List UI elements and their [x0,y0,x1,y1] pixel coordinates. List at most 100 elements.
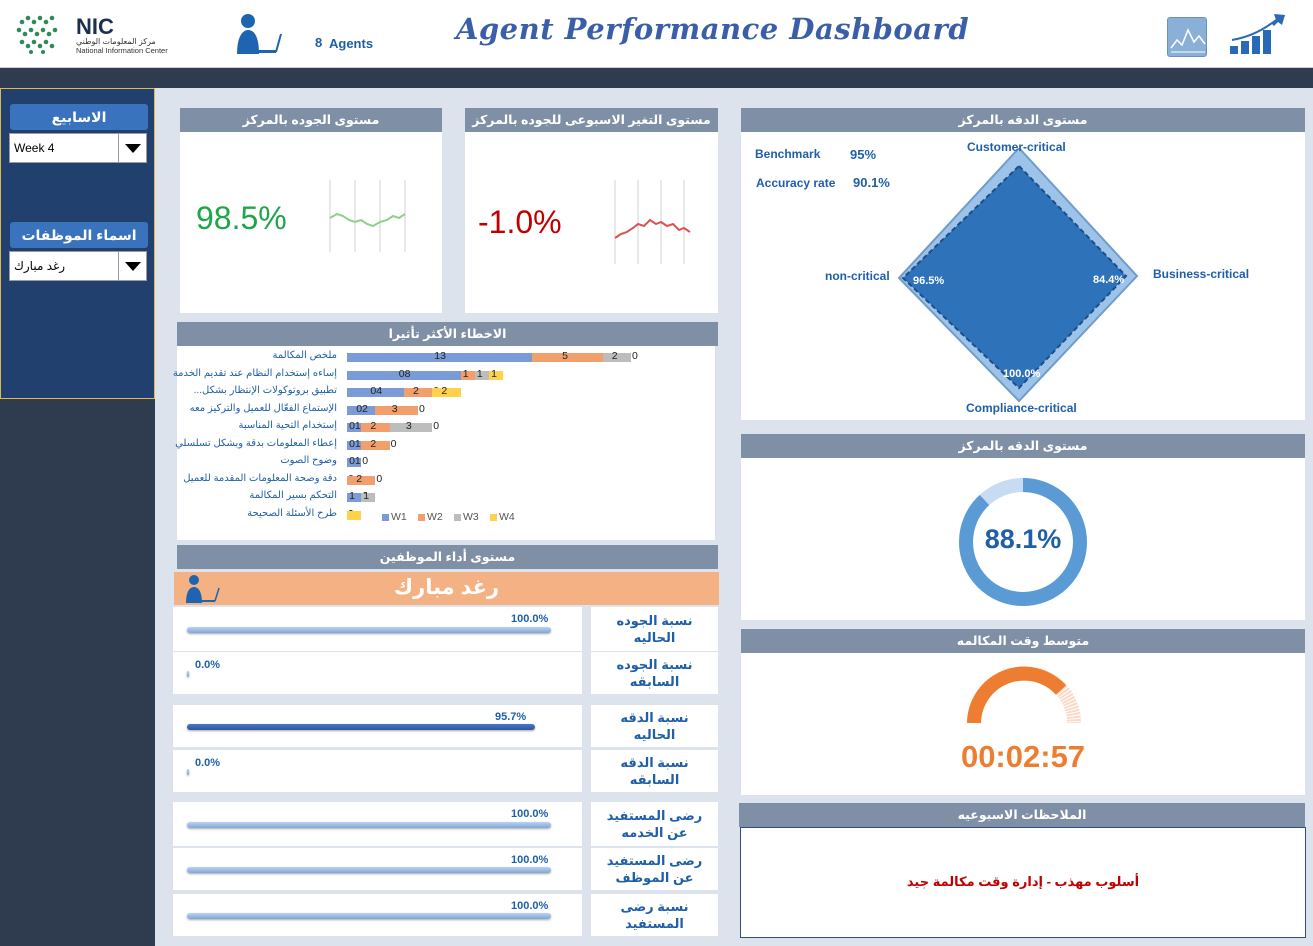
errors-chart-card: الاخطاء الأكثر تأثيرا ملخص المكالمة 13 5 2 0… [173,322,718,540]
error-bar-value: 2 [370,420,377,432]
header: NIC مركز المعلومات الوطني National Infor… [0,0,1313,68]
accuracy-donut-value: 88.1% [984,524,1062,554]
metric-label: نسبة رضى المستفيد [591,894,718,936]
errors-chart-title: الاخطاء الأكثر تأثيرا [177,322,718,346]
error-category-label: الإستماع الفعّال للعميل والتركيز معه [189,402,337,414]
error-bar-segment [347,388,404,397]
agents-count: 8 [315,35,323,50]
metric-bar-card: 100.0% [173,802,582,846]
error-bar-value: 01 [349,420,361,432]
filter-panel: الاسابيع Week 4 اسماء الموظفات رغد مبارك [0,88,155,399]
error-bar-value: 1 [363,490,370,502]
accuracy-rate-label: Accuracy rate [756,176,836,190]
legend-label: W2 [427,511,443,523]
metric-value: 100.0% [511,613,549,625]
error-bar-value: 2 [611,350,618,362]
week-dropdown[interactable]: Week 4 [9,133,147,163]
accuracy-rate-value: 90.1% [853,175,890,190]
error-bar-value: 04 [370,385,383,397]
metric-label: نسبة الدقه الحاليه [591,705,718,747]
error-category-label: وضوح الصوت [280,455,337,466]
error-bar-value: 0 [632,350,638,362]
error-bar-value: 1 [476,367,483,380]
chevron-down-icon[interactable] [118,252,146,280]
radar-axis-compliance: Compliance-critical [966,401,1077,415]
accuracy-donut-chart [959,478,1087,606]
error-category-label: تطبيق بروتوكولات الإنتظار بشكل... [193,385,337,396]
accuracy-radar-chart [897,148,1139,403]
error-bar-value: 0 [433,420,440,432]
error-bar-segment [347,370,461,380]
metric-progress-bar [187,627,551,633]
call-time-gauge [967,666,1081,724]
weekly-notes-card: الملاحظات الاسبوعيه أسلوب مهذب - إدارة و… [739,803,1306,939]
error-bar-segment [347,493,362,502]
nic-logo-icon [14,12,70,56]
metric-value: 0.0% [195,659,221,671]
employee-dropdown[interactable]: رغد مبارك [9,251,147,281]
week-dropdown-value: Week 4 [14,141,55,155]
weekly-change-sparkline [614,180,691,264]
error-bar-value: 3 [405,420,412,432]
error-bar-segment [347,475,376,485]
logo-text: NIC [76,14,114,39]
metric-bar-card: 100.0% [173,894,582,936]
metric-label: نسبة الجوده الحاليه [591,607,718,651]
employee-name-banner: رغد مبارك [174,572,719,605]
error-bar-value: 2 [356,472,363,485]
quality-level-title: مستوى الجوده بالمركز [180,108,442,132]
metric-progress-bar [187,769,189,775]
benchmark-label: Benchmark [755,147,821,161]
growth-rocket-icon [1228,12,1288,56]
error-category-label: ملخص المكالمة [272,350,337,361]
error-bar-segment [361,493,376,502]
error-bar-value: 0 [390,437,397,450]
error-bar-value: 2 [441,385,448,397]
weekly-notes-title: الملاحظات الاسبوعيه [739,803,1305,827]
error-bar-value: 01 [349,455,361,467]
error-bar-value: 02 [356,402,368,415]
error-bar-segment [474,370,489,380]
metric-value: 100.0% [511,854,549,866]
metric-bar-card: 95.7% [173,705,582,747]
employee-performance-header: مستوى أداء الموظفين [177,545,718,569]
error-bar-segment [403,388,433,397]
radar-axis-non-critical: non-critical [825,269,890,283]
benchmark-value: 95% [850,147,877,162]
employee-dropdown-value: رغد مبارك [14,259,66,273]
legend-swatch [490,514,497,521]
week-filter-title: الاسابيع [10,104,148,130]
error-bar-value: 01 [349,437,361,450]
logo-subtitle-ar: مركز المعلومات الوطني [76,37,156,46]
error-bar-segment [460,370,475,380]
agent-laptop-icon [186,575,220,603]
error-bar-value: 0 [419,402,425,415]
logo-subtitle-en: National Information Center [76,46,168,55]
error-bar-value: 3 [391,402,398,415]
metric-label: رضى المستفيد عن الموظف [591,848,718,890]
page-title: Agent Performance Dashboard [455,12,970,46]
error-bar-segment [389,423,433,432]
error-bar-segment [602,353,631,362]
error-bar-value: 1 [462,367,469,380]
accuracy-donut-title: مستوى الدقه بالمركز [741,434,1305,458]
legend-label: W4 [499,511,515,523]
chevron-down-icon[interactable] [118,134,146,162]
error-bar-segment [489,370,504,380]
error-bar-segment [347,458,362,467]
error-bar-value: 08 [398,367,411,380]
metric-bar-card: 0.0% [173,750,582,792]
top-divider-bar [0,68,1313,88]
error-bar-segment [347,423,362,432]
agents-label: Agents [329,36,374,51]
metric-progress-bar [187,822,551,828]
error-bar-value: 13 [434,350,446,362]
radar-axis-business: Business-critical [1153,267,1250,281]
error-bar-segment [347,440,362,450]
error-bar-segment [432,388,461,397]
error-bar-segment [375,405,418,415]
error-category-label: إستخدام التحية المناسبة [238,420,337,431]
error-bar-segment [347,405,376,415]
accuracy-radar-title: مستوى الدقه بالمركز [741,108,1305,132]
weekly-change-value: -1.0% [478,204,562,240]
